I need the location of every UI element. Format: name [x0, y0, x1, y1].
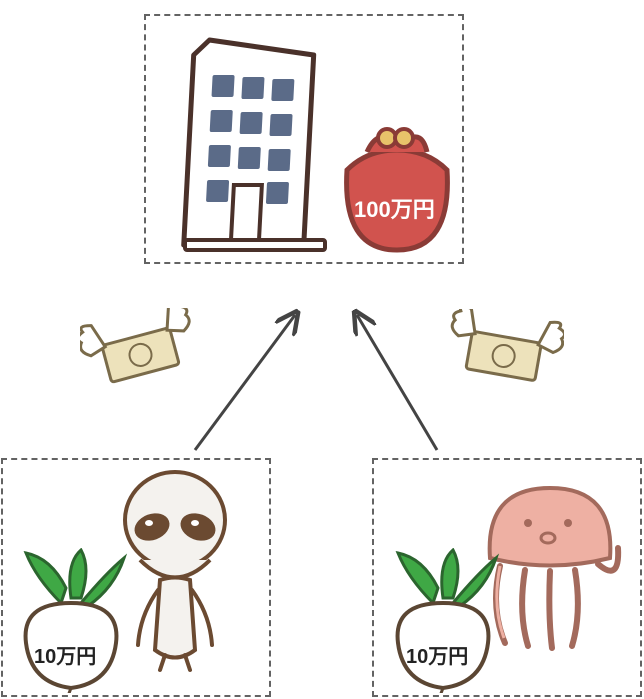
- purse-label: 100万円: [354, 192, 435, 224]
- turnip-left-icon: 10万円: [6, 548, 136, 693]
- turnip-right-icon: 10万円: [378, 548, 508, 693]
- arrow-right: [357, 315, 437, 450]
- turnip-left-label: 10万円: [34, 640, 96, 669]
- purse-icon: 100万円: [332, 120, 462, 255]
- turnip-right-label: 10万円: [406, 640, 468, 669]
- flying-money-left-icon: [80, 308, 200, 398]
- arrow-left: [195, 315, 295, 450]
- flying-money-right-icon: [444, 309, 564, 399]
- building-icon: [180, 30, 340, 255]
